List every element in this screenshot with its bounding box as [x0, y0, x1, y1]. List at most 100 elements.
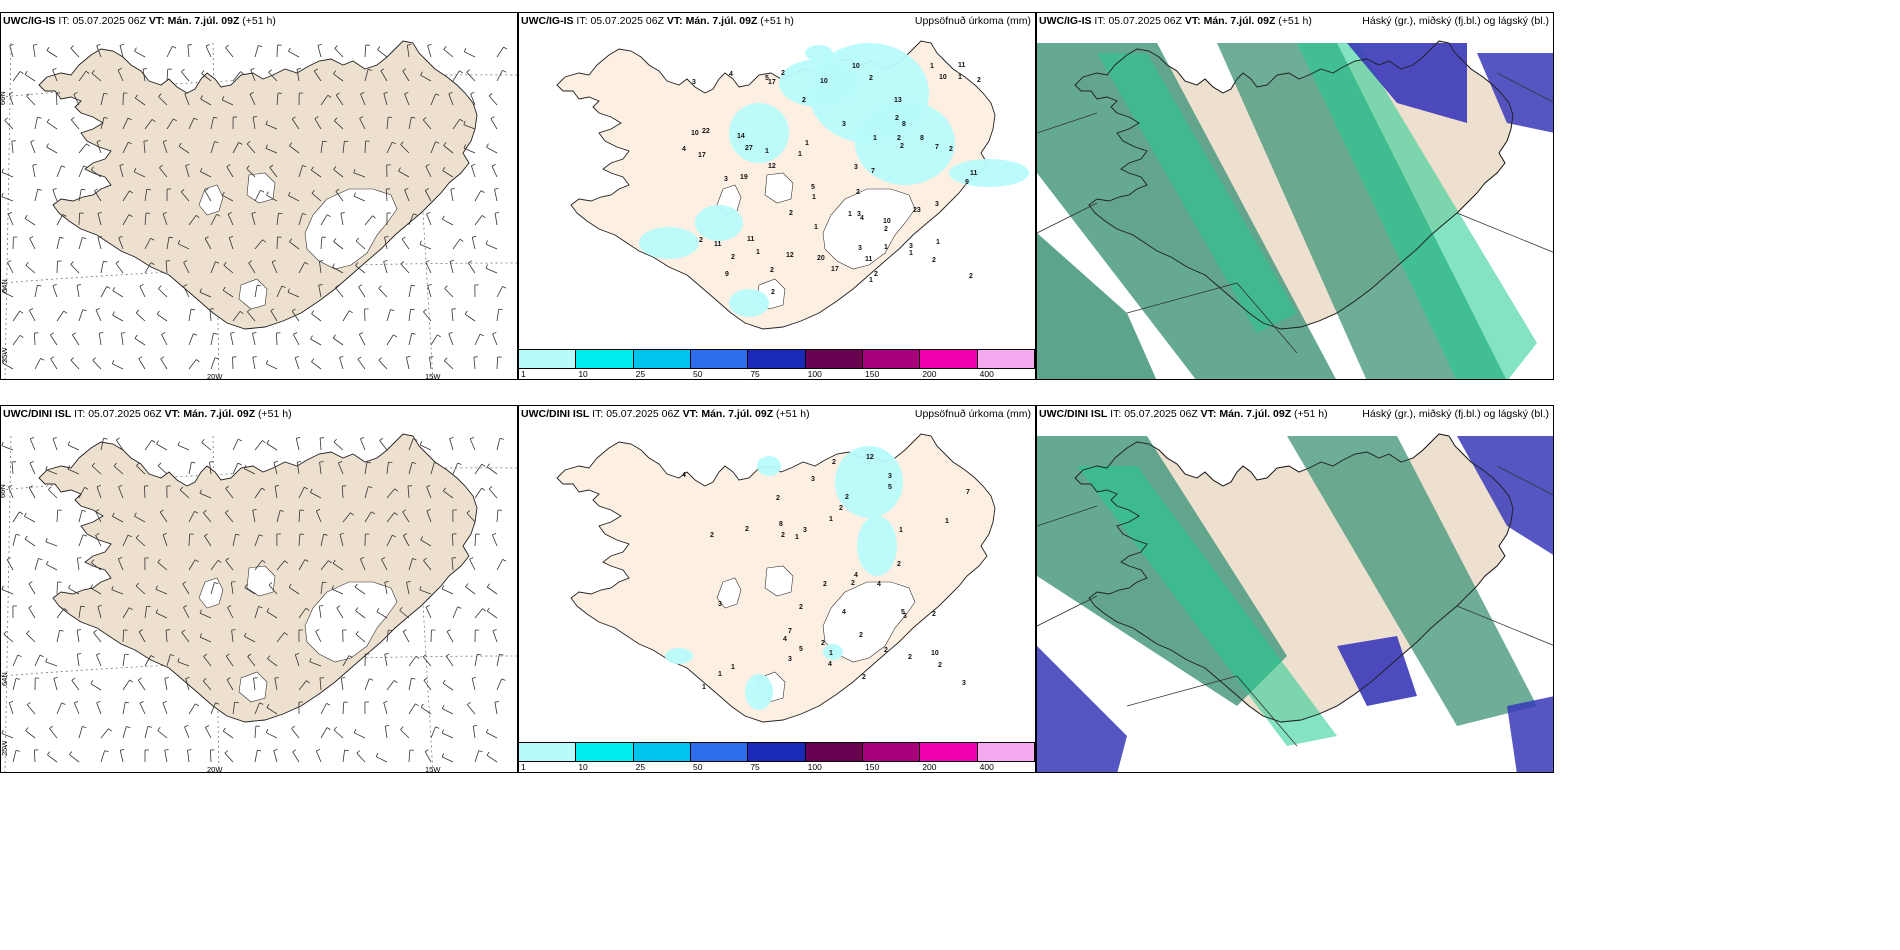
precip-value-label: 1 [718, 671, 722, 678]
colorbar-label: 100 [807, 762, 822, 772]
colorbar-label: 10 [578, 369, 588, 379]
precip-value-label: 7 [935, 144, 939, 151]
precip-value-label: 2 [874, 271, 878, 278]
precip-value-label: 9 [725, 271, 729, 278]
precip-value-label: 1 [731, 664, 735, 671]
precip-value-label: 5 [811, 184, 815, 191]
panel-dini-clouds: UWC/DINI ISL IT: 05.07.2025 06Z VT: Mán.… [1036, 405, 1554, 773]
colorbar-label: 50 [693, 369, 703, 379]
lat-label: 64N [1, 279, 9, 293]
precip-value-label: 2 [799, 604, 803, 611]
precip-value-label: 12 [866, 454, 874, 461]
precip-value-label: 10 [931, 650, 939, 657]
precip-value-label: 4 [729, 71, 733, 78]
precip-value-label: 2 [731, 254, 735, 261]
lon-label: 25W [1, 740, 9, 756]
precip-value-label: 3 [903, 613, 907, 620]
colorbar-segment [748, 350, 806, 368]
precip-value-label: 10 [883, 218, 891, 225]
precip-value-label: 20 [817, 255, 825, 262]
precip-value-label: 5 [888, 484, 892, 491]
precip-value-label: 17 [698, 152, 706, 159]
precip-value-label: 2 [884, 226, 888, 233]
precip-value-label: 3 [692, 79, 696, 86]
precip-value-label: 1 [756, 249, 760, 256]
precip-value-label: 3 [718, 601, 722, 608]
precip-value-label: 1 [848, 211, 852, 218]
precip-value-label: 4 [860, 215, 864, 222]
precip-value-label: 2 [949, 146, 953, 153]
precip-value-label: 1 [884, 244, 888, 251]
precip-value-label: 17 [831, 266, 839, 273]
colorbar-segment [690, 350, 749, 368]
precip-value-label: 2 [969, 273, 973, 280]
precip-value-label: 2 [776, 495, 780, 502]
colorbar-segment [576, 743, 634, 761]
precip-value-label: 13 [894, 97, 902, 104]
precip-value-label: 17 [768, 79, 776, 86]
colorbar-label: 100 [807, 369, 822, 379]
colorbar-label: 150 [865, 369, 880, 379]
precip-value-label: 5 [901, 609, 905, 616]
precip-colorbar [519, 742, 1035, 762]
precip-value-label: 10 [691, 130, 699, 137]
precip-value-label: 27 [745, 145, 753, 152]
colorbar-segment [633, 743, 691, 761]
colorbar-label: 75 [750, 369, 760, 379]
panel-igis-precip: UWC/IG-IS IT: 05.07.2025 06Z VT: Mán. 7.… [518, 12, 1036, 380]
precip-value-label: 1 [702, 684, 706, 691]
panel-dini-wind: UWC/DINI ISL IT: 05.07.2025 06Z VT: Mán.… [0, 405, 518, 773]
precip-value-label: 2 [977, 77, 981, 84]
precip-value-label: 3 [857, 211, 861, 218]
precip-value-label: 1 [958, 74, 962, 81]
precip-value-label: 1 [765, 148, 769, 155]
precip-value-label: 23 [913, 207, 921, 214]
colorbar-label: 200 [922, 369, 937, 379]
precip-value-label: 22 [702, 128, 710, 135]
precip-value-label: 2 [851, 580, 855, 587]
precip-value-label: 1 [899, 527, 903, 534]
panel-igis-wind: UWC/IG-IS IT: 05.07.2025 06Z VT: Mán. 7.… [0, 12, 518, 380]
panel-dini-precip: UWC/DINI ISL IT: 05.07.2025 06Z VT: Mán.… [518, 405, 1036, 773]
colorbar-label: 25 [635, 369, 646, 379]
precip-value-label: 19 [740, 174, 748, 181]
colorbar-labels: 1 10 25 50 75 100 150 200 400 [519, 762, 1035, 772]
precip-value-label: 10 [939, 74, 947, 81]
precip-value-label: 3 [962, 680, 966, 687]
panel-variable: Uppsöfnuð úrkoma (mm) [914, 15, 1031, 27]
colorbar-segment [690, 743, 749, 761]
precip-value-label: 1 [829, 516, 833, 523]
panel-title: UWC/IG-IS IT: 05.07.2025 06Z VT: Mán. 7.… [521, 15, 794, 27]
colorbar-segment [519, 743, 577, 761]
precip-value-label: 2 [781, 70, 785, 77]
precip-value-label: 3 [854, 164, 858, 171]
colorbar-label: 1 [521, 369, 526, 379]
precip-value-label: 2 [802, 97, 806, 104]
wind-map: 66N 64N 25W 20W 15W [1, 433, 517, 773]
colorbar-label: 75 [750, 762, 760, 772]
precip-value-label: 2 [900, 143, 904, 150]
colorbar-segment [519, 350, 577, 368]
lon-label: 15W [425, 765, 441, 773]
lat-label: 66N [1, 91, 7, 105]
precip-value-label: 2 [699, 237, 703, 244]
precip-value-label: 11 [865, 256, 873, 263]
colorbar-label: 150 [865, 762, 880, 772]
precip-value-label: 8 [779, 521, 783, 528]
colorbar-segment [633, 350, 691, 368]
precip-value-label: 2 [908, 654, 912, 661]
colorbar-segment [977, 350, 1035, 368]
precip-value-label: 2 [781, 532, 785, 539]
panel-title: UWC/DINI ISL IT: 05.07.2025 06Z VT: Mán.… [521, 408, 810, 420]
precip-value-label: 8 [902, 121, 906, 128]
precip-value-label: 2 [895, 115, 899, 122]
panel-variable: Háský (gr.), miðský (fj.bl.) og lágský (… [1362, 15, 1549, 27]
precip-value-label: 2 [862, 674, 866, 681]
colorbar-segment [920, 350, 978, 368]
precip-value-label: 3 [842, 121, 846, 128]
precip-value-label: 2 [932, 257, 936, 264]
precip-value-label: 1 [945, 518, 949, 525]
precip-value-label: 2 [859, 632, 863, 639]
colorbar-label: 10 [578, 762, 588, 772]
